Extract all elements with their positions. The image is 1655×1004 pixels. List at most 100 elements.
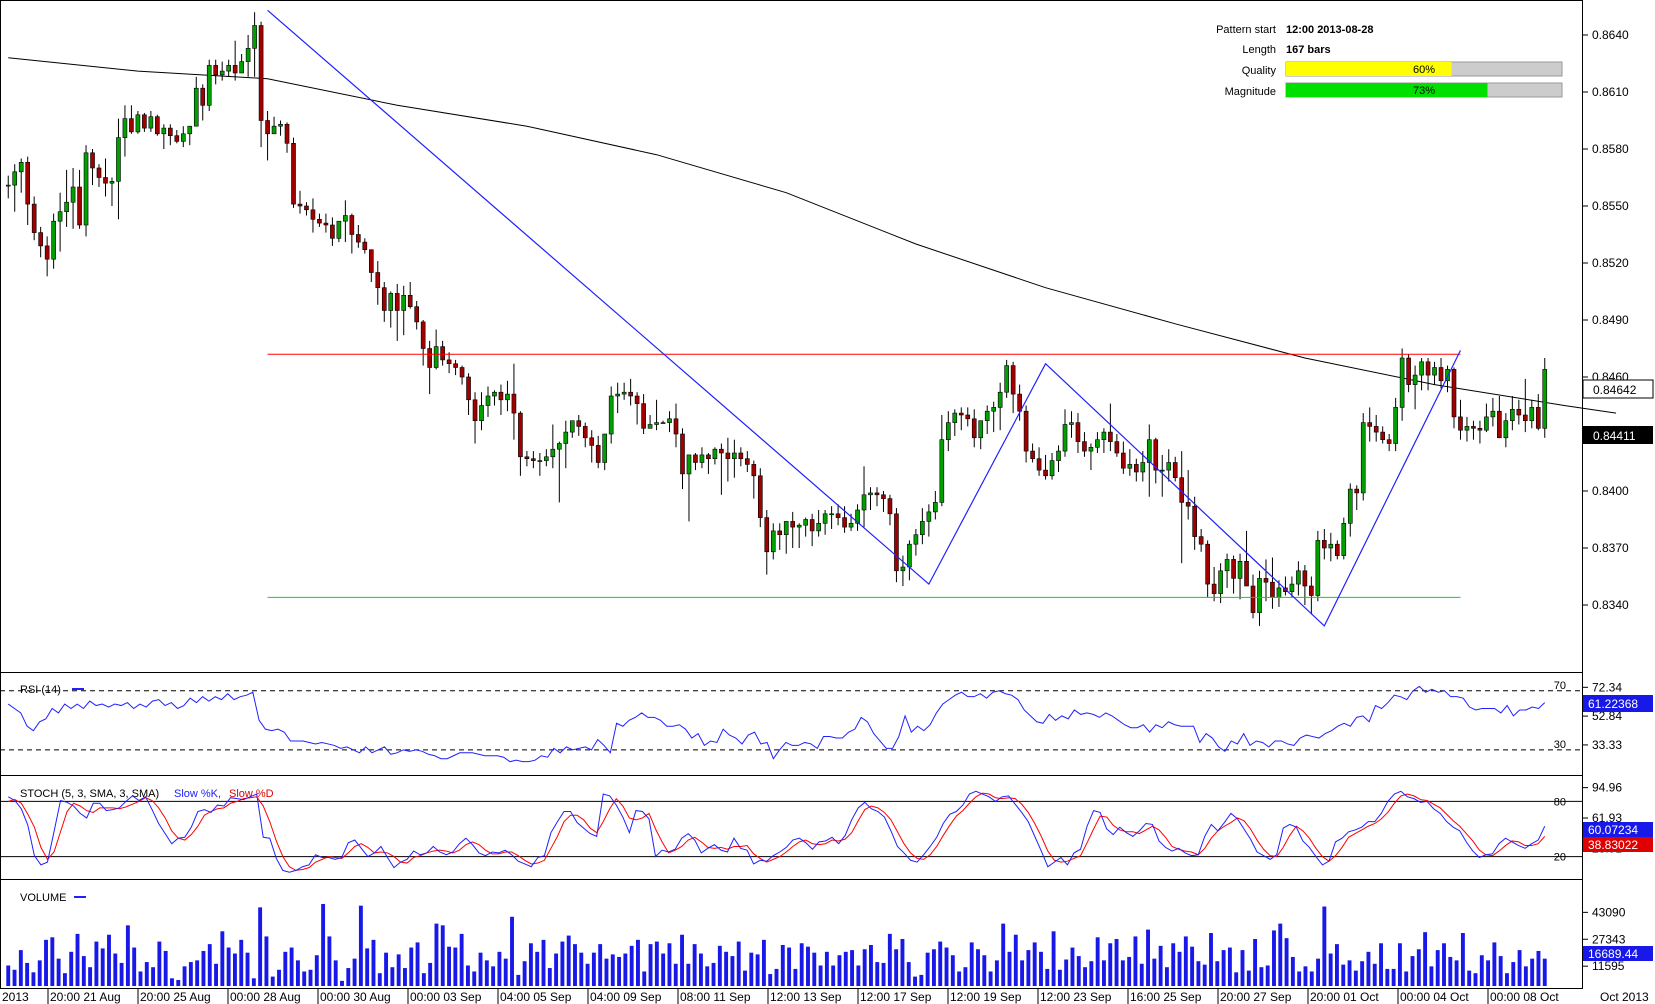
- candle-body: [1296, 570, 1301, 585]
- candle: [1425, 358, 1431, 391]
- x-tick-label: 16:00 25 Sep: [1130, 990, 1202, 1004]
- candle-body: [38, 232, 43, 247]
- volume-bar: [1177, 951, 1182, 986]
- candle-body: [96, 167, 102, 178]
- candle-body: [1522, 414, 1528, 421]
- candle: [109, 177, 115, 206]
- volume-bar: [522, 961, 527, 986]
- volume-bar: [188, 962, 193, 986]
- candle-body: [1322, 540, 1327, 549]
- volume-bar: [724, 951, 729, 986]
- volume-bar: [1397, 943, 1402, 986]
- candle: [738, 447, 744, 467]
- candle-body: [848, 522, 854, 528]
- volume-bar: [1152, 958, 1157, 986]
- volume-bar: [289, 947, 294, 986]
- candle: [317, 213, 322, 227]
- candle-body: [939, 439, 945, 503]
- candle: [790, 511, 796, 548]
- candle-body: [252, 25, 257, 49]
- candle-body: [1503, 420, 1509, 439]
- candle: [887, 494, 893, 526]
- candle: [984, 405, 990, 434]
- volume-bar: [591, 952, 596, 986]
- candle-body: [187, 125, 193, 135]
- candle: [381, 282, 387, 322]
- candle: [518, 411, 523, 476]
- candle: [1017, 384, 1022, 421]
- candle-body: [1082, 441, 1087, 452]
- volume-bar: [1530, 958, 1535, 986]
- candle: [576, 415, 582, 436]
- volume-bar: [81, 956, 86, 986]
- candle-body: [362, 241, 368, 251]
- candle-body: [712, 448, 718, 460]
- volume-bar: [434, 923, 439, 986]
- x-tick-label: 20:00 27 Sep: [1220, 990, 1292, 1004]
- volume-bar: [667, 943, 672, 986]
- volume-bar: [107, 934, 111, 986]
- candle: [1088, 443, 1094, 471]
- volume-bar: [1120, 960, 1125, 986]
- volume-bar: [25, 962, 30, 986]
- candle-body: [1535, 407, 1541, 429]
- candle-body: [1088, 446, 1094, 452]
- x-tick-label: 00:00 04 Oct: [1400, 990, 1469, 1004]
- volume-bar: [755, 954, 760, 986]
- volume-bar: [132, 947, 137, 986]
- candle: [1140, 451, 1146, 482]
- candle: [1393, 397, 1398, 452]
- volume-pane-frame: [0, 879, 1583, 989]
- candle: [77, 169, 82, 229]
- rsi-level-label: 30: [1554, 739, 1566, 751]
- volume-bar: [18, 950, 23, 986]
- volume-bar: [62, 973, 67, 986]
- candle: [939, 415, 945, 507]
- candle: [783, 521, 789, 554]
- volume-bar: [1353, 970, 1358, 986]
- pane-frames: [0, 0, 1583, 989]
- rsi-pane: RSI (14) 70 30 72.34 52.84 33.33 61.22368: [0, 680, 1653, 763]
- volume-bar: [925, 952, 930, 986]
- candle-body: [1425, 361, 1431, 376]
- volume-bar: [850, 950, 855, 986]
- candle-body: [634, 395, 640, 404]
- candle: [1419, 358, 1424, 391]
- volume-bar: [75, 933, 80, 986]
- candle-body: [511, 393, 517, 414]
- current-price-label: 0.84642: [1593, 383, 1637, 397]
- candle: [1380, 426, 1385, 444]
- volume-bar: [239, 939, 244, 986]
- candle-body: [1373, 426, 1379, 433]
- volume-bar: [226, 947, 231, 986]
- candle-body: [174, 135, 180, 142]
- candle-body: [1030, 450, 1035, 460]
- candle: [1069, 411, 1074, 438]
- candle-body: [1257, 578, 1262, 613]
- volume-bar: [138, 971, 143, 986]
- candle: [1192, 496, 1197, 550]
- volume-bar: [1190, 946, 1195, 986]
- candle-body: [868, 492, 873, 496]
- volume-bar: [1309, 971, 1314, 986]
- pattern-start-label: Pattern start: [1216, 24, 1276, 36]
- candle: [83, 145, 89, 237]
- candle-body: [1542, 369, 1548, 429]
- candle: [291, 137, 296, 208]
- candle-body: [1276, 587, 1282, 598]
- volume-bar: [403, 968, 407, 986]
- volume-bar: [308, 969, 313, 986]
- volume-bar: [862, 949, 867, 986]
- candle: [459, 365, 465, 385]
- candle: [1438, 358, 1444, 389]
- volume-bar: [1335, 944, 1339, 986]
- candle-body: [245, 47, 251, 62]
- candle: [978, 420, 984, 450]
- candle: [945, 411, 951, 452]
- volume-bar: [547, 968, 552, 986]
- pattern-info-box: Pattern start 12:00 2013-08-28 Length 16…: [1216, 24, 1563, 98]
- volume-bar: [730, 956, 735, 986]
- candle: [1542, 358, 1548, 438]
- volume-bar: [919, 974, 924, 986]
- volume-bar: [1316, 958, 1321, 986]
